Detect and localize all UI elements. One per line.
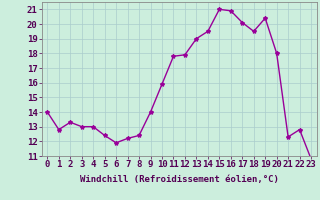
- X-axis label: Windchill (Refroidissement éolien,°C): Windchill (Refroidissement éolien,°C): [80, 175, 279, 184]
